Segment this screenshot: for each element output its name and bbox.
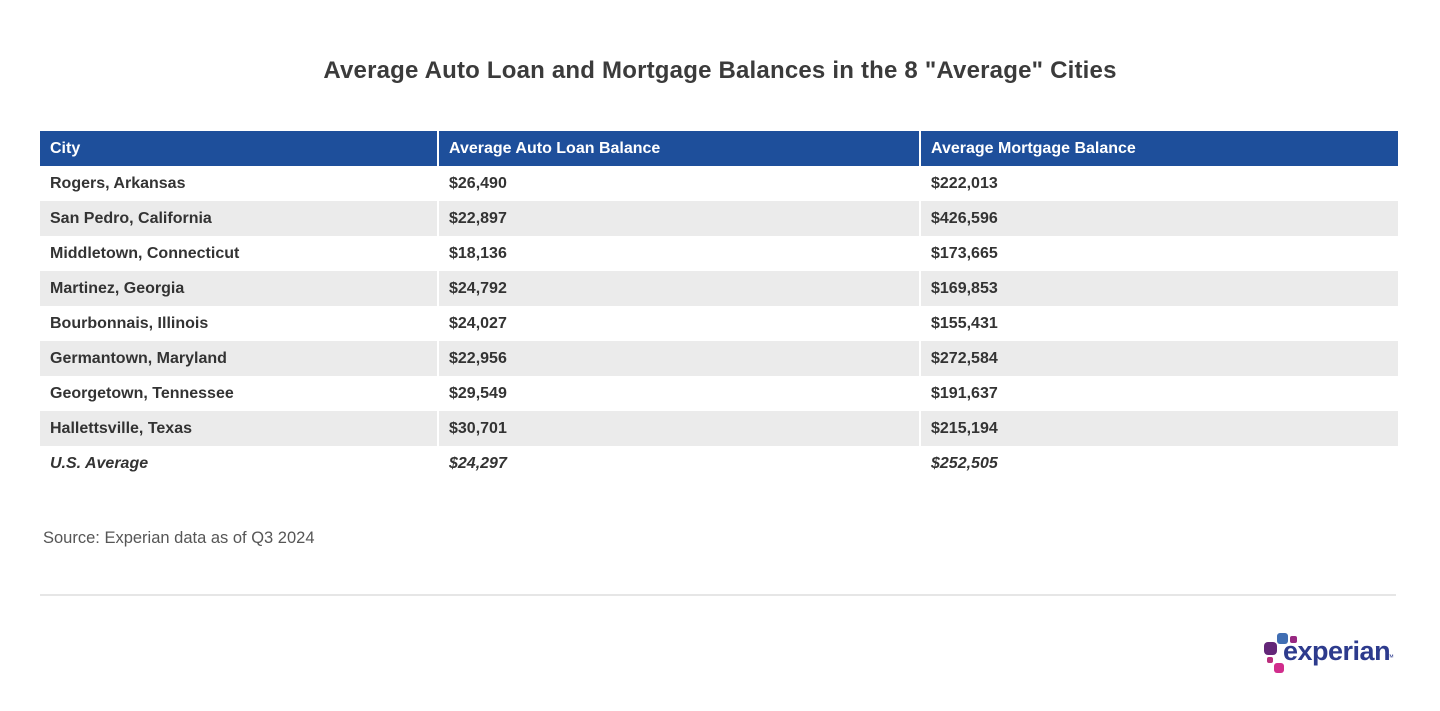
source-note: Source: Experian data as of Q3 2024 [43,529,315,547]
table-row: San Pedro, California $22,897 $426,596 [40,201,1398,236]
column-header-auto-loan: Average Auto Loan Balance [437,131,919,166]
table-row-us-average: U.S. Average $24,297 $252,505 [40,446,1398,481]
table-header-row: City Average Auto Loan Balance Average M… [40,131,1398,166]
table-row: Bourbonnais, Illinois $24,027 $155,431 [40,306,1398,341]
table-row: Martinez, Georgia $24,792 $169,853 [40,271,1398,306]
cell-city: Germantown, Maryland [50,350,227,367]
cell-mortgage-balance: $215,194 [919,411,1398,446]
cell-city: San Pedro, California [50,210,212,227]
table-row: Middletown, Connecticut $18,136 $173,665 [40,236,1398,271]
cell-auto-loan-balance: $26,490 [437,166,919,201]
cell-city: Bourbonnais, Illinois [50,315,209,332]
cell-auto-loan-balance: $30,701 [437,411,919,446]
cell-auto-loan-balance: $29,549 [437,376,919,411]
logo-square-plum-icon [1290,636,1297,643]
cell-auto-loan-balance: $18,136 [437,236,919,271]
table-row: Georgetown, Tennessee $29,549 $191,637 [40,376,1398,411]
cell-auto-loan-balance: $24,792 [437,271,919,306]
cell-city: Rogers, Arkansas [50,175,186,192]
experian-wordmark: experian [1283,636,1391,666]
cell-mortgage-balance: $169,853 [919,271,1398,306]
experian-logo: experian ™ [1262,627,1412,679]
balances-table: City Average Auto Loan Balance Average M… [40,131,1398,481]
logo-square-pink-icon [1274,663,1284,673]
cell-city: Hallettsville, Texas [50,420,192,437]
page-title: Average Auto Loan and Mortgage Balances … [323,57,1117,84]
cell-city: Martinez, Georgia [50,280,185,297]
cell-mortgage-balance: $426,596 [919,201,1398,236]
trademark-symbol: ™ [1386,653,1394,662]
cell-mortgage-balance: $252,505 [919,446,1398,481]
cell-city: U.S. Average [50,455,149,472]
logo-square-blue-icon [1277,633,1288,644]
cell-auto-loan-balance: $22,897 [437,201,919,236]
cell-mortgage-balance: $222,013 [919,166,1398,201]
table-row: Rogers, Arkansas $26,490 $222,013 [40,166,1398,201]
cell-auto-loan-balance: $22,956 [437,341,919,376]
cell-mortgage-balance: $173,665 [919,236,1398,271]
logo-square-magenta-icon [1267,657,1273,663]
cell-mortgage-balance: $155,431 [919,306,1398,341]
cell-city: Middletown, Connecticut [50,245,240,262]
column-header-city: City [50,140,81,157]
cell-city: Georgetown, Tennessee [50,385,234,402]
table-row: Hallettsville, Texas $30,701 $215,194 [40,411,1398,446]
table-row: Germantown, Maryland $22,956 $272,584 [40,341,1398,376]
column-header-mortgage: Average Mortgage Balance [919,131,1398,166]
divider [40,594,1396,596]
cell-mortgage-balance: $272,584 [919,341,1398,376]
logo-square-purple-icon [1264,642,1277,655]
cell-mortgage-balance: $191,637 [919,376,1398,411]
cell-auto-loan-balance: $24,027 [437,306,919,341]
cell-auto-loan-balance: $24,297 [437,446,919,481]
